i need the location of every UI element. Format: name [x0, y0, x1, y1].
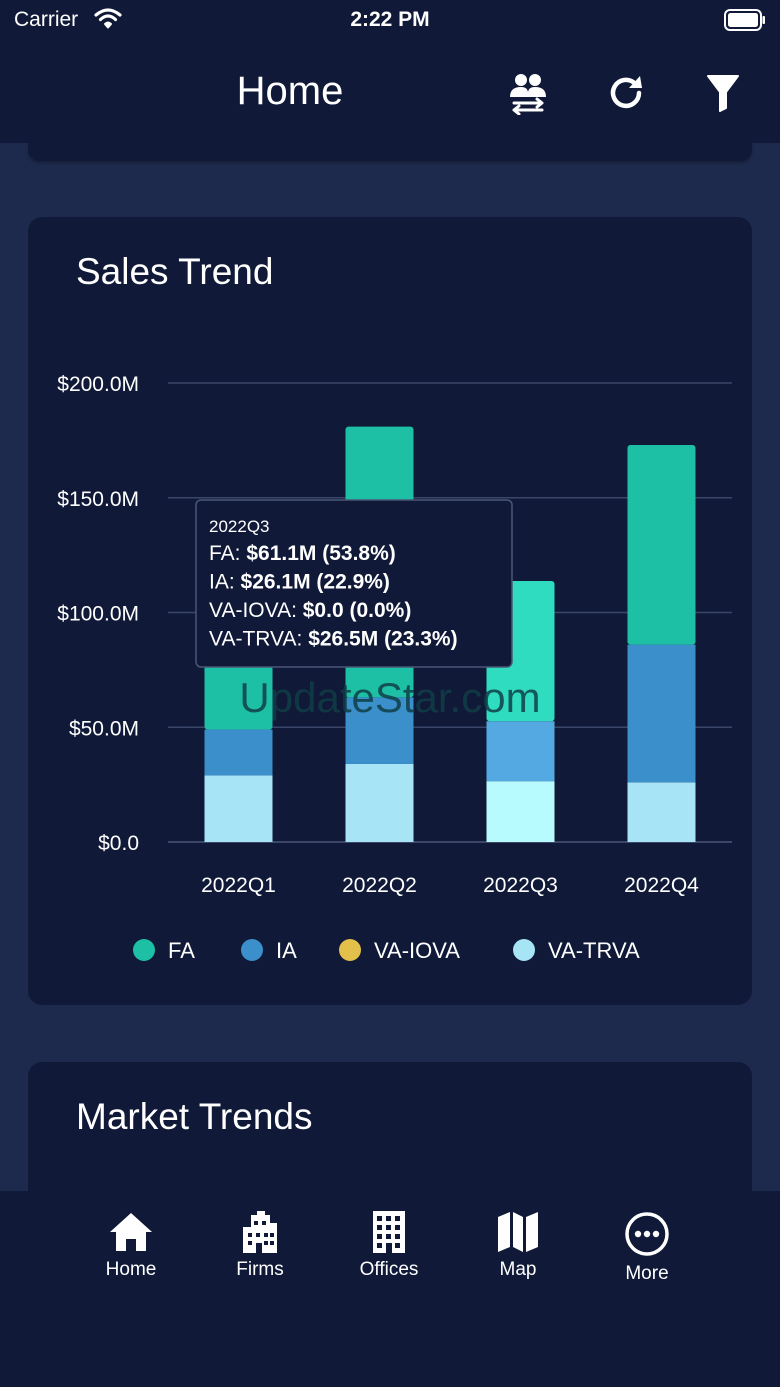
- tab-home[interactable]: Home: [76, 1209, 186, 1281]
- tooltip-row: VA-TRVA: $26.5M (23.3%): [209, 628, 458, 651]
- x-tick-label: 2022Q3: [483, 874, 558, 897]
- tooltip-box: [195, 499, 513, 668]
- refresh-icon[interactable]: [601, 68, 651, 118]
- map-icon: [498, 1212, 538, 1252]
- legend-swatch-fa: [133, 939, 155, 961]
- bar-ia-2022q3: [486, 721, 555, 782]
- legend-label-va-trva: VA-TRVA: [548, 938, 640, 963]
- x-tick-label: 2022Q2: [342, 874, 417, 897]
- bar-ia-2022q1: [204, 729, 273, 776]
- legend-label-ia: IA: [276, 938, 297, 963]
- legend-label-va-iova: VA-IOVA: [374, 938, 460, 963]
- tab-map[interactable]: Map: [463, 1209, 573, 1281]
- y-tick-label: $200.0M: [57, 373, 139, 396]
- tooltip-row-value: $0.0 (0.0%): [303, 599, 412, 622]
- watermark: UpdateStar.com: [239, 674, 540, 721]
- bar-va-trva-2022q2: [345, 763, 414, 842]
- tooltip-row-value: $26.5M (23.3%): [308, 628, 457, 651]
- bar-ia-2022q2: [345, 697, 414, 764]
- legend-swatch-va-trva: [513, 939, 535, 961]
- tab-bar: Home Firms Offices Map: [0, 1191, 780, 1387]
- tab-more-label: More: [625, 1263, 669, 1284]
- status-bar: Carrier 2:22 PM: [0, 0, 780, 44]
- legend-swatch-ia: [241, 939, 263, 961]
- tooltip-row-label: IA:: [209, 571, 241, 594]
- tooltip-row: VA-IOVA: $0.0 (0.0%): [209, 599, 411, 622]
- wifi-icon: [94, 7, 122, 34]
- carrier-label: Carrier: [14, 8, 79, 31]
- page-title: Home: [236, 69, 344, 113]
- previous-card-bottom: [28, 143, 752, 161]
- tab-map-label: Map: [499, 1259, 537, 1280]
- nav-bar: Home: [0, 44, 780, 143]
- sales-trend-chart[interactable]: $0.0 $50.0M $100.0M $150.0M $200.0M 2022Q1 202…: [28, 217, 752, 1005]
- legend-swatch-va-iova: [339, 939, 361, 961]
- legend-label-fa: FA: [168, 938, 195, 963]
- home-icon: [110, 1213, 152, 1251]
- y-tick-label: $150.0M: [57, 488, 139, 511]
- buildings-icon: [243, 1211, 277, 1253]
- tab-home-label: Home: [105, 1259, 157, 1280]
- y-tick-label: $0.0: [98, 832, 139, 855]
- tooltip-row-label: VA-IOVA:: [209, 599, 303, 622]
- tooltip-row-value: $61.1M (53.8%): [246, 542, 395, 565]
- sales-trend-title: Sales Trend: [76, 251, 274, 292]
- tab-offices-label: Offices: [359, 1259, 419, 1280]
- battery-icon: [724, 9, 766, 36]
- tab-firms-label: Firms: [236, 1259, 284, 1280]
- y-tick-label: $50.0M: [69, 717, 139, 740]
- tab-firms[interactable]: Firms: [205, 1209, 315, 1281]
- bar-va-trva-2022q4: [627, 782, 696, 842]
- tooltip-row-value: $26.1M (22.9%): [241, 571, 390, 594]
- tooltip-row-label: FA:: [209, 542, 246, 565]
- x-tick-label: 2022Q4: [624, 874, 699, 897]
- tooltip-row: IA: $26.1M (22.9%): [209, 571, 390, 594]
- filter-icon[interactable]: [698, 68, 748, 118]
- tooltip-category: 2022Q3: [209, 517, 270, 536]
- tab-offices[interactable]: Offices: [334, 1209, 444, 1281]
- sales-trend-card: Sales Trend $0.0 $50.0M $100.0M $150.0M $200…: [28, 217, 752, 1005]
- office-building-icon: [373, 1211, 405, 1253]
- x-tick-label: 2022Q1: [201, 874, 276, 897]
- tab-more[interactable]: More: [592, 1209, 702, 1285]
- bar-va-trva-2022q3: [486, 781, 555, 842]
- bar-ia-2022q4: [627, 644, 696, 783]
- people-swap-icon[interactable]: [503, 68, 553, 118]
- clock: 2:22 PM: [350, 8, 430, 31]
- bar-fa-2022q4: [627, 444, 696, 645]
- tooltip-row-label: VA-TRVA:: [209, 628, 308, 651]
- market-trends-title: Market Trends: [76, 1096, 313, 1137]
- tooltip-row: FA: $61.1M (53.8%): [209, 542, 396, 565]
- more-icon: [625, 1212, 669, 1256]
- y-tick-label: $100.0M: [57, 603, 139, 626]
- bar-va-trva-2022q1: [204, 775, 273, 842]
